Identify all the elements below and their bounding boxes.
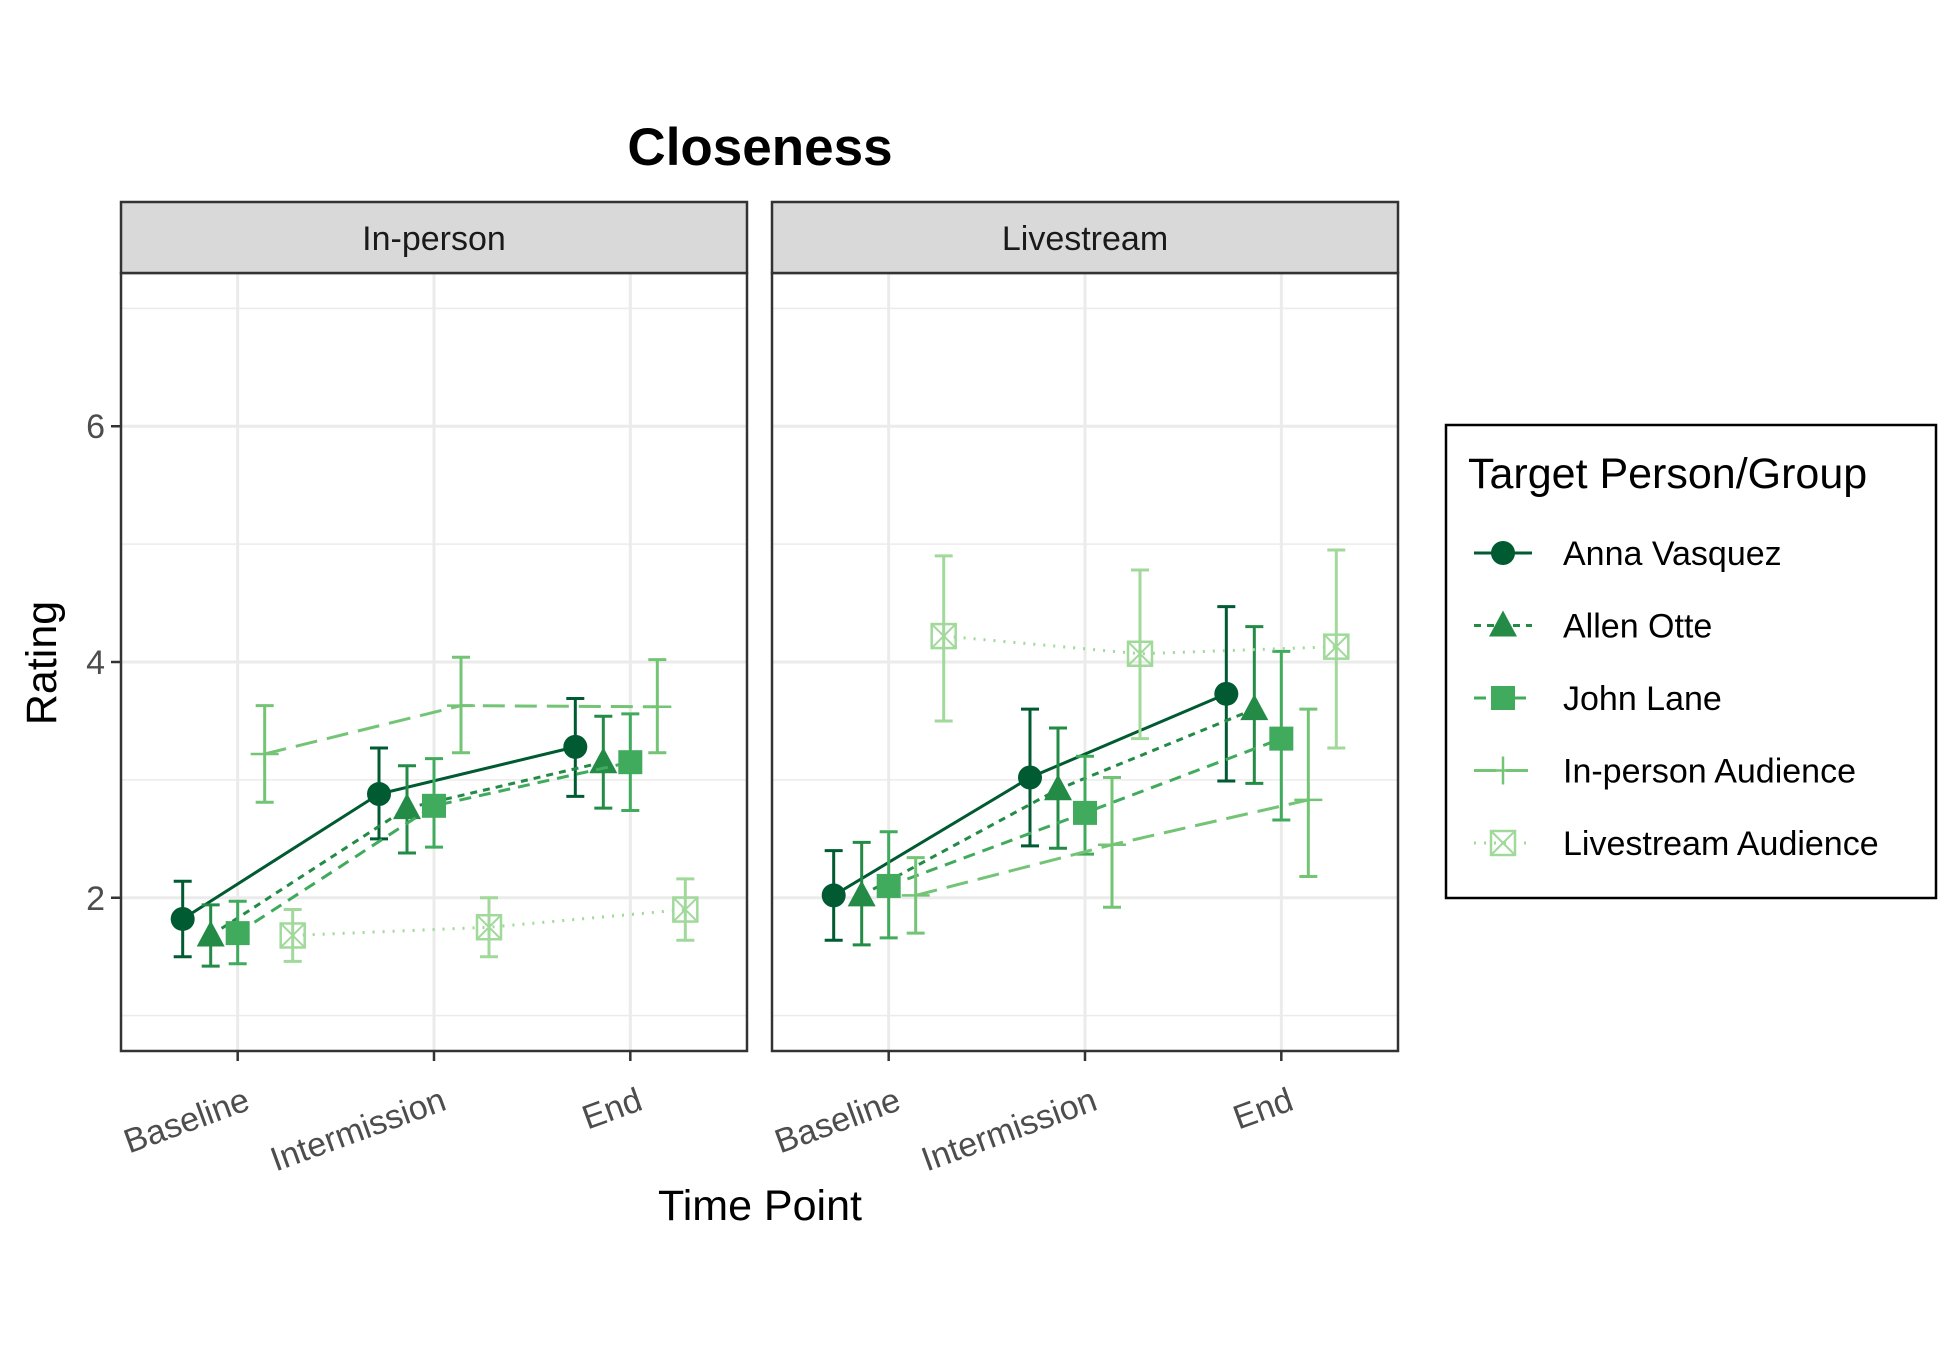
series-anna-vasquez-livestream — [821, 605, 1239, 942]
data-point-box — [672, 896, 699, 923]
data-point — [475, 913, 503, 941]
series-allen-otte-livestream — [847, 625, 1269, 947]
data-point — [225, 921, 250, 946]
data-point-x2 — [476, 914, 502, 940]
legend-item-in-person-audience: In-person Audience — [1474, 753, 1856, 791]
legend-box — [1444, 423, 1938, 900]
data-point — [901, 881, 930, 910]
data-point — [1269, 726, 1294, 751]
legend-label: Allen Otte — [1563, 608, 1712, 646]
data-point — [643, 692, 672, 721]
data-point — [1098, 830, 1126, 859]
series-anna-vasquez-in-person — [170, 697, 588, 959]
series-in-person-audience-in-person — [250, 655, 672, 804]
error-bar — [934, 554, 953, 723]
data-point — [563, 734, 588, 759]
data-point — [847, 880, 876, 907]
legend-item-anna-vasquez: Anna Vasquez — [1474, 535, 1782, 573]
data-point — [1214, 681, 1239, 706]
legend-label: John Lane — [1563, 680, 1722, 718]
data-point-x2 — [672, 896, 699, 923]
data-point — [279, 922, 306, 949]
data-point-box — [1126, 640, 1154, 667]
data-point-x2 — [279, 922, 306, 949]
legend-marker — [1491, 541, 1515, 565]
data-point-box — [475, 913, 503, 941]
legend-item-allen-otte: Allen Otte — [1474, 608, 1712, 646]
chart-title: Closeness — [627, 118, 892, 177]
legend-item-john-lane: John Lane — [1474, 680, 1722, 718]
series-livestream-audience-in-person — [279, 877, 699, 963]
legend-label: Anna Vasquez — [1563, 535, 1782, 573]
data-point — [589, 747, 618, 774]
data-point — [876, 873, 901, 898]
legend-marker-x2 — [1490, 830, 1516, 856]
legend-marker — [1489, 756, 1517, 785]
data-point-x2 — [1323, 633, 1350, 660]
data-point — [250, 739, 279, 768]
data-point — [1018, 765, 1042, 790]
legend-items: Anna Vasquez Allen Otte John Lane In-person… — [1474, 535, 1879, 863]
data-point — [672, 896, 699, 923]
series-john-lane-livestream — [876, 649, 1294, 940]
data-point — [1126, 640, 1154, 667]
data-point — [1073, 800, 1097, 825]
y-tick-label: 4 — [86, 644, 105, 682]
legend-item-livestream-audience: Livestream Audience — [1474, 825, 1879, 863]
series-in-person-audience-livestream — [901, 707, 1323, 935]
legend: Target Person/Group Anna Vasquez Allen Ot… — [1444, 423, 1938, 900]
data-point — [930, 622, 957, 650]
y-tick-label: 6 — [86, 408, 105, 446]
series-livestream-audience-livestream — [930, 548, 1350, 750]
data-point — [447, 691, 475, 720]
y-axis-title: Rating — [18, 601, 66, 725]
data-point-x2 — [1127, 641, 1153, 667]
data-point — [1044, 774, 1072, 801]
series-line — [236, 760, 631, 935]
strip-in-person — [119, 200, 749, 275]
data-point — [1240, 694, 1269, 721]
data-point — [393, 793, 421, 820]
strip-label-livestream: Livestream — [1002, 220, 1168, 258]
legend-label: Livestream Audience — [1563, 825, 1879, 863]
data-point — [367, 782, 391, 807]
error-bar — [1327, 548, 1346, 750]
data-point — [170, 906, 195, 931]
data-point — [422, 793, 446, 818]
legend-marker — [1491, 686, 1515, 710]
series-allen-otte-in-person — [196, 714, 618, 968]
legend-marker — [1489, 610, 1517, 637]
series-line — [209, 760, 604, 937]
data-point — [821, 883, 846, 908]
data-point-box — [930, 622, 957, 650]
data-point — [1294, 785, 1323, 814]
legend-marker — [1489, 829, 1517, 857]
data-point — [1323, 633, 1350, 660]
strip-livestream — [770, 200, 1400, 275]
legend-title: Target Person/Group — [1468, 450, 1867, 498]
data-point — [196, 920, 225, 947]
series-john-lane-in-person — [225, 712, 643, 966]
data-point-box — [1323, 633, 1350, 660]
data-point-x2 — [930, 623, 957, 649]
x-axis-title: Time Point — [658, 1182, 862, 1230]
data-point-box — [279, 922, 306, 949]
legend-marker-box — [1489, 829, 1517, 857]
data-point — [618, 750, 643, 775]
strip-label-in-person: In-person — [362, 220, 506, 258]
legend-label: In-person Audience — [1563, 753, 1856, 791]
y-tick-label: 2 — [86, 880, 105, 918]
